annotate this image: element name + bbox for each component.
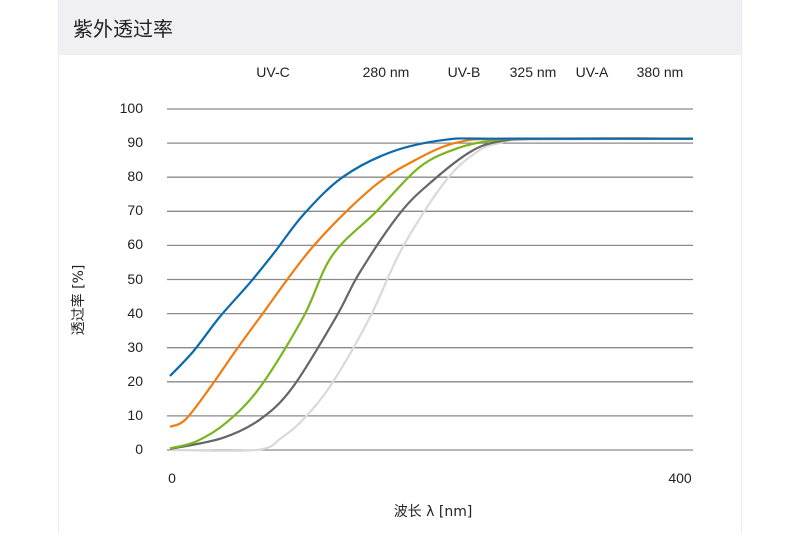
page-title: 紫外透过率 xyxy=(73,17,173,41)
y-tick-label: 20 xyxy=(127,372,143,389)
y-tick-label: 60 xyxy=(127,236,143,253)
y-tick-label: 80 xyxy=(127,168,143,185)
series-line-4 xyxy=(169,137,694,452)
series-line-2 xyxy=(169,137,694,450)
chart-panel: 紫外透过率 xyxy=(58,0,742,533)
y-tick-label: 0 xyxy=(135,441,143,457)
y-tick-label: 10 xyxy=(127,406,143,423)
band-label-280nm: 280 nm xyxy=(362,64,410,80)
band-label-uvc: UV-C xyxy=(256,64,290,80)
series-line-0 xyxy=(169,137,694,377)
band-label-uva: UV-A xyxy=(575,64,609,80)
y-tick-label: 30 xyxy=(127,338,143,355)
y-tick-label: 90 xyxy=(127,134,143,151)
band-label-uvb: UV-B xyxy=(447,64,481,80)
x-tick-label: 400 xyxy=(668,470,692,486)
y-tick-label: 70 xyxy=(127,202,143,219)
x-tick-label: 0 xyxy=(168,470,176,486)
x-axis-label: 波长 λ [nm] xyxy=(393,504,473,520)
y-tick-label: 40 xyxy=(127,304,143,321)
y-tick-label: 50 xyxy=(127,270,143,287)
band-label-380nm: 380 nm xyxy=(636,64,684,80)
panel-header: 紫外透过率 xyxy=(59,0,741,55)
y-tick-label: 100 xyxy=(119,100,143,116)
band-label-325nm: 325 nm xyxy=(509,64,557,80)
